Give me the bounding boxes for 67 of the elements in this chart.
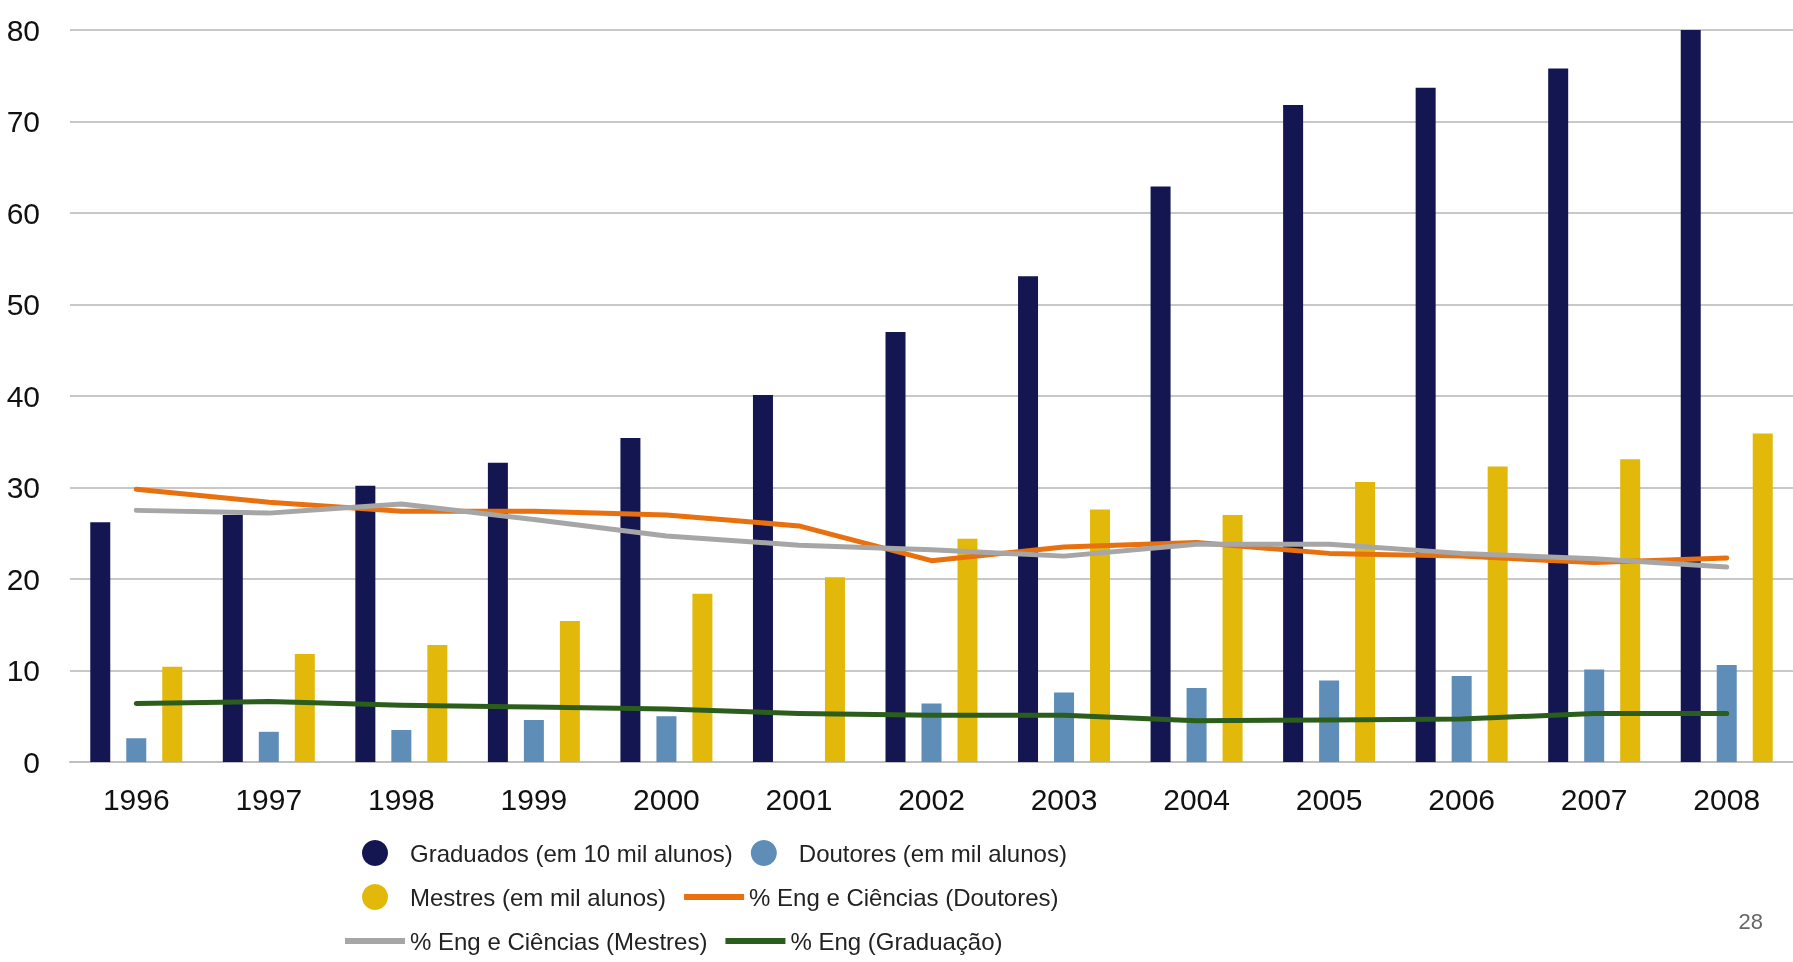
- bar: [921, 703, 942, 762]
- bar: [1752, 433, 1773, 762]
- bar: [1319, 680, 1340, 762]
- bar: [294, 654, 315, 762]
- bar: [90, 522, 111, 762]
- x-tick-label: 1996: [102, 782, 170, 816]
- y-tick-label: 40: [6, 379, 40, 413]
- bar: [1620, 459, 1641, 762]
- bar: [391, 729, 412, 762]
- bar: [692, 593, 713, 762]
- bar: [1018, 276, 1039, 762]
- bar: [1680, 30, 1701, 762]
- bar: [1222, 514, 1243, 762]
- legend-label: Graduados (em 10 mil alunos): [410, 839, 733, 867]
- x-tick-label: 1997: [235, 782, 303, 816]
- x-tick-label: 2007: [1560, 782, 1628, 816]
- bar: [1186, 687, 1207, 762]
- bar: [620, 438, 641, 762]
- bar: [222, 514, 243, 762]
- y-tick-label: 20: [6, 562, 40, 596]
- bar: [1150, 186, 1171, 762]
- x-tick-label: 2001: [765, 782, 833, 816]
- x-tick-label: 1999: [500, 782, 568, 816]
- bar: [1415, 87, 1436, 762]
- x-tick-label: 2003: [1030, 782, 1098, 816]
- bar: [1090, 509, 1111, 762]
- y-tick-label: 50: [6, 288, 40, 321]
- text: 28: [1738, 908, 1764, 934]
- legend-label: % Eng e Ciências (Mestres): [410, 927, 708, 955]
- bar: [355, 485, 376, 762]
- bar: [957, 538, 978, 762]
- y-tick-label: 80: [6, 13, 40, 47]
- x-tick-label: 1998: [367, 782, 435, 816]
- bar: [258, 731, 279, 762]
- bar: [1716, 665, 1737, 762]
- bar: [656, 716, 677, 762]
- bar: [752, 395, 773, 762]
- bar: [1548, 68, 1569, 762]
- y-tick-label: 70: [6, 105, 40, 138]
- bar: [126, 738, 147, 762]
- y-tick-label: 30: [6, 471, 40, 504]
- bar: [523, 719, 544, 762]
- bar: [162, 666, 183, 762]
- bar: [427, 644, 448, 762]
- bar: [824, 577, 845, 762]
- x-tick-label: 2004: [1163, 782, 1230, 816]
- x-tick-label: 2008: [1693, 782, 1761, 816]
- legend-label: % Eng (Graduação): [790, 927, 1003, 955]
- bar: [885, 331, 906, 762]
- x-tick-label: 2000: [633, 782, 700, 816]
- bar: [1451, 675, 1472, 762]
- bar: [1584, 669, 1605, 762]
- x-tick-label: 2002: [898, 782, 965, 816]
- x-tick-label: 2006: [1428, 782, 1496, 816]
- bar: [487, 462, 508, 762]
- bar: [1283, 105, 1304, 762]
- y-tick-label: 0: [23, 745, 40, 779]
- bar: [1355, 482, 1376, 762]
- bar: [1487, 466, 1508, 762]
- bar: [1054, 692, 1075, 762]
- y-tick-label: 60: [6, 196, 40, 230]
- legend-label: Mestres (em mil alunos): [410, 883, 667, 911]
- legend-label: % Eng e Ciências (Doutores): [749, 883, 1059, 911]
- bar: [559, 621, 580, 762]
- y-tick-label: 10: [6, 654, 40, 687]
- legend-label: Doutores (em mil alunos): [798, 839, 1067, 867]
- x-tick-label: 2005: [1295, 782, 1363, 816]
